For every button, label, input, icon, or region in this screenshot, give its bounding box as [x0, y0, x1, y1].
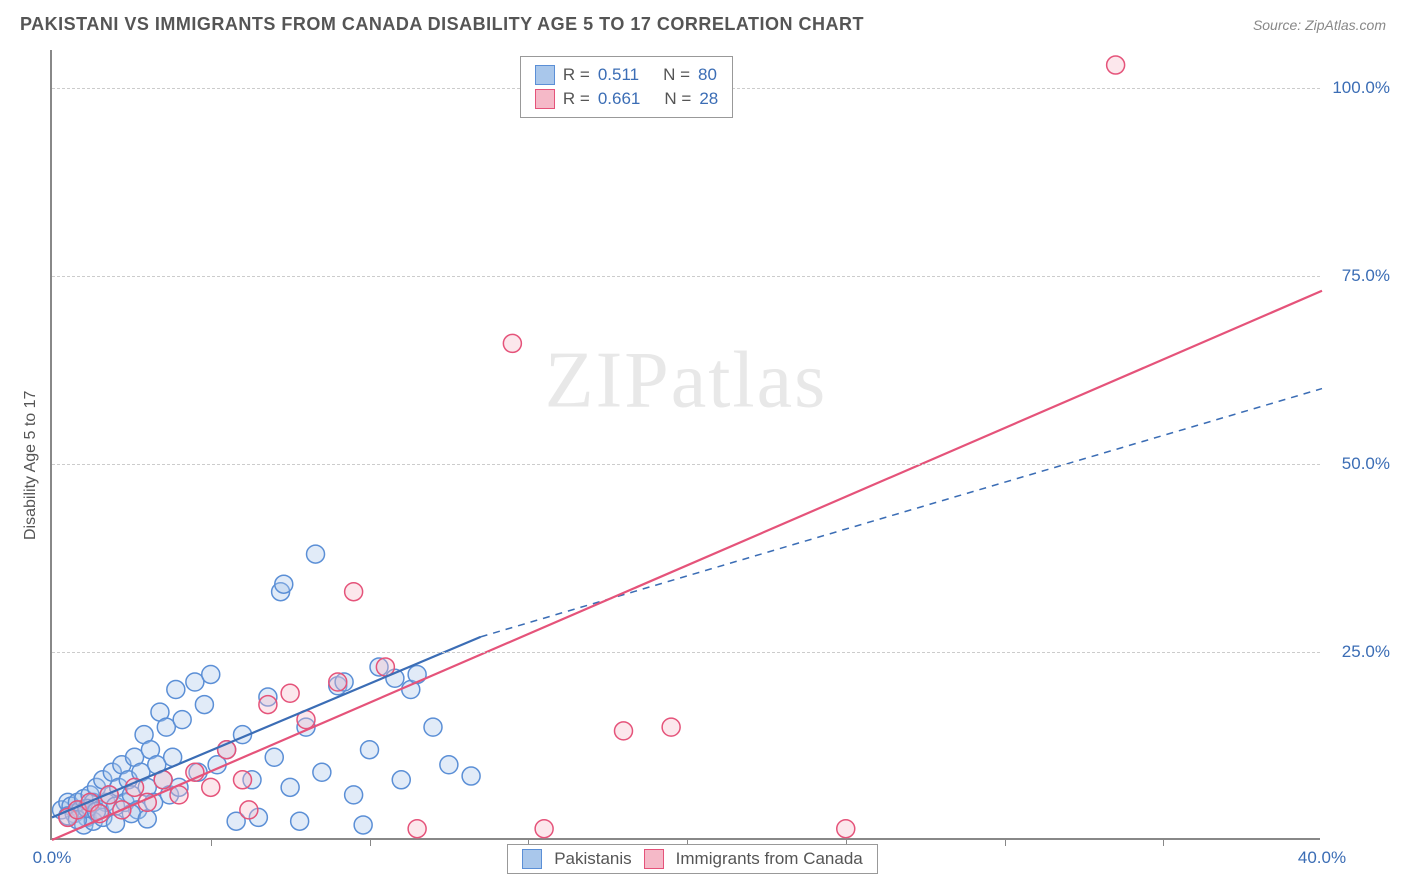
legend-stats: R = 0.511 N = 80 R = 0.661 N = 28	[520, 56, 733, 118]
legend-swatch	[522, 849, 542, 869]
data-point	[354, 816, 372, 834]
data-point	[408, 820, 426, 838]
data-point	[361, 741, 379, 759]
data-point	[195, 696, 213, 714]
data-point	[329, 673, 347, 691]
x-tick-label: 40.0%	[1298, 848, 1346, 868]
legend-stats-row: R = 0.511 N = 80	[535, 63, 718, 87]
gridline-h	[52, 464, 1320, 465]
data-point	[615, 722, 633, 740]
legend-r-value: 0.661	[598, 89, 641, 109]
x-minor-tick	[211, 838, 212, 846]
data-point	[440, 756, 458, 774]
legend-r-label: R =	[563, 65, 590, 85]
data-point	[173, 711, 191, 729]
legend-r-label: R =	[563, 89, 590, 109]
scatter-svg	[52, 50, 1322, 840]
legend-swatch	[535, 89, 555, 109]
y-tick-label: 100.0%	[1330, 78, 1390, 98]
legend-swatch	[535, 65, 555, 85]
x-minor-tick	[1163, 838, 1164, 846]
chart-header: PAKISTANI VS IMMIGRANTS FROM CANADA DISA…	[20, 14, 1386, 35]
legend-r-value: 0.511	[598, 65, 639, 85]
x-tick-label: 0.0%	[33, 848, 72, 868]
data-point	[291, 812, 309, 830]
data-point	[462, 767, 480, 785]
y-axis-label: Disability Age 5 to 17	[22, 391, 40, 540]
plot-area: ZIPatlas 25.0%50.0%75.0%100.0%0.0%40.0%	[50, 50, 1320, 840]
data-point	[202, 778, 220, 796]
gridline-h	[52, 652, 1320, 653]
data-point	[240, 801, 258, 819]
data-point	[307, 545, 325, 563]
legend-series-label: Pakistanis	[554, 849, 631, 869]
data-point	[138, 810, 156, 828]
data-point	[167, 681, 185, 699]
x-minor-tick	[370, 838, 371, 846]
data-point	[265, 748, 283, 766]
y-tick-label: 75.0%	[1330, 266, 1390, 286]
legend-n-label: N =	[663, 65, 690, 85]
legend-series-label: Immigrants from Canada	[676, 849, 863, 869]
data-point	[281, 778, 299, 796]
data-point	[202, 665, 220, 683]
data-point	[392, 771, 410, 789]
y-tick-label: 50.0%	[1330, 454, 1390, 474]
legend-stats-row: R = 0.661 N = 28	[535, 87, 718, 111]
data-point	[503, 334, 521, 352]
legend-n-value: 80	[698, 65, 717, 85]
data-point	[313, 763, 331, 781]
data-point	[259, 696, 277, 714]
legend-n-value: 28	[699, 89, 718, 109]
x-minor-tick	[1005, 838, 1006, 846]
legend-swatch	[644, 849, 664, 869]
trend-line	[52, 291, 1322, 840]
data-point	[535, 820, 553, 838]
data-point	[345, 583, 363, 601]
data-point	[234, 771, 252, 789]
chart-source: Source: ZipAtlas.com	[1253, 17, 1386, 33]
data-point	[275, 575, 293, 593]
gridline-h	[52, 276, 1320, 277]
trend-line	[52, 637, 481, 818]
data-point	[1107, 56, 1125, 74]
legend-n-label: N =	[664, 89, 691, 109]
data-point	[662, 718, 680, 736]
data-point	[408, 665, 426, 683]
data-point	[345, 786, 363, 804]
chart-title: PAKISTANI VS IMMIGRANTS FROM CANADA DISA…	[20, 14, 864, 35]
data-point	[837, 820, 855, 838]
legend-series: Pakistanis Immigrants from Canada	[507, 844, 878, 874]
y-tick-label: 25.0%	[1330, 642, 1390, 662]
data-point	[424, 718, 442, 736]
data-point	[281, 684, 299, 702]
